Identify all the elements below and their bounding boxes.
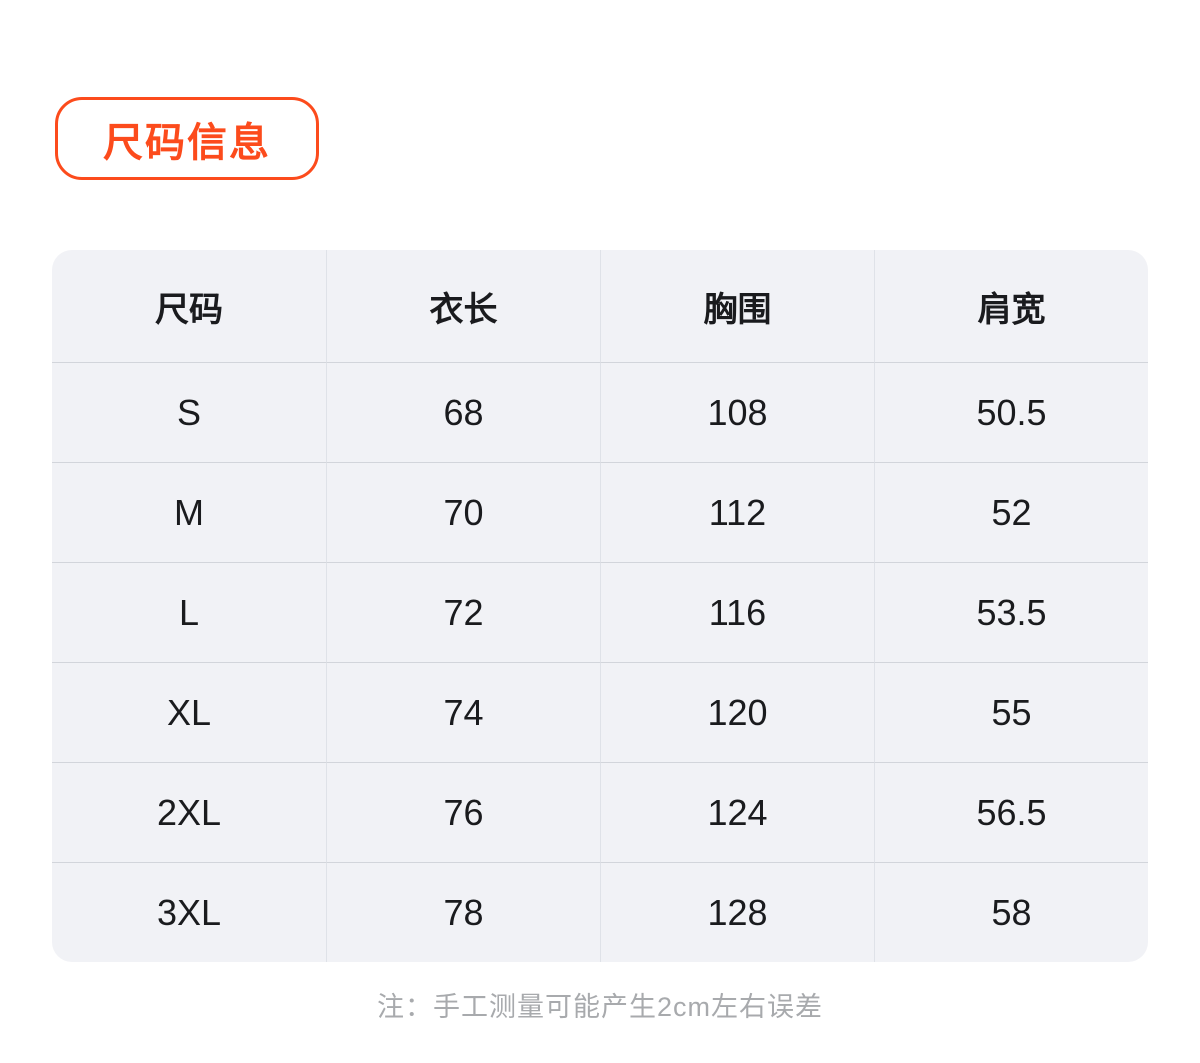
size-table-cell: 108 <box>600 362 874 462</box>
size-table-header-shoulder: 肩宽 <box>874 250 1148 362</box>
size-table-cell: L <box>52 562 326 662</box>
size-table: 尺码 衣长 胸围 肩宽 S 68 108 50.5 M 70 112 52 L … <box>52 250 1148 962</box>
size-table-cell: 76 <box>326 762 600 862</box>
size-table-cell: 68 <box>326 362 600 462</box>
size-table-cell: 58 <box>874 862 1148 962</box>
size-table-cell: 70 <box>326 462 600 562</box>
size-table-cell: 128 <box>600 862 874 962</box>
size-table-cell: S <box>52 362 326 462</box>
size-table-cell: 124 <box>600 762 874 862</box>
size-table-cell: 53.5 <box>874 562 1148 662</box>
size-table-cell: 55 <box>874 662 1148 762</box>
size-table-cell: 50.5 <box>874 362 1148 462</box>
size-table-cell: 120 <box>600 662 874 762</box>
measurement-note: 注：手工测量可能产生2cm左右误差 <box>376 992 823 1022</box>
size-table-header-size: 尺码 <box>155 290 223 329</box>
size-table-cell: 52 <box>874 462 1148 562</box>
size-table-cell: M <box>52 462 326 562</box>
size-table-header-chest: 胸围 <box>600 250 874 362</box>
size-table-cell: 56.5 <box>874 762 1148 862</box>
size-table-header-length: 衣长 <box>326 250 600 362</box>
size-table-cell: 74 <box>326 662 600 762</box>
size-table-cell: 2XL <box>52 762 326 862</box>
size-table-cell: XL <box>52 662 326 762</box>
size-info-badge-label: 尺码信息 <box>103 120 271 165</box>
size-table-cell: 3XL <box>52 862 326 962</box>
size-table-cell: 116 <box>600 562 874 662</box>
size-table-cell: 78 <box>326 862 600 962</box>
size-table-cell: 112 <box>600 462 874 562</box>
size-info-badge: 尺码信息 <box>55 97 319 180</box>
size-table-cell: 72 <box>326 562 600 662</box>
